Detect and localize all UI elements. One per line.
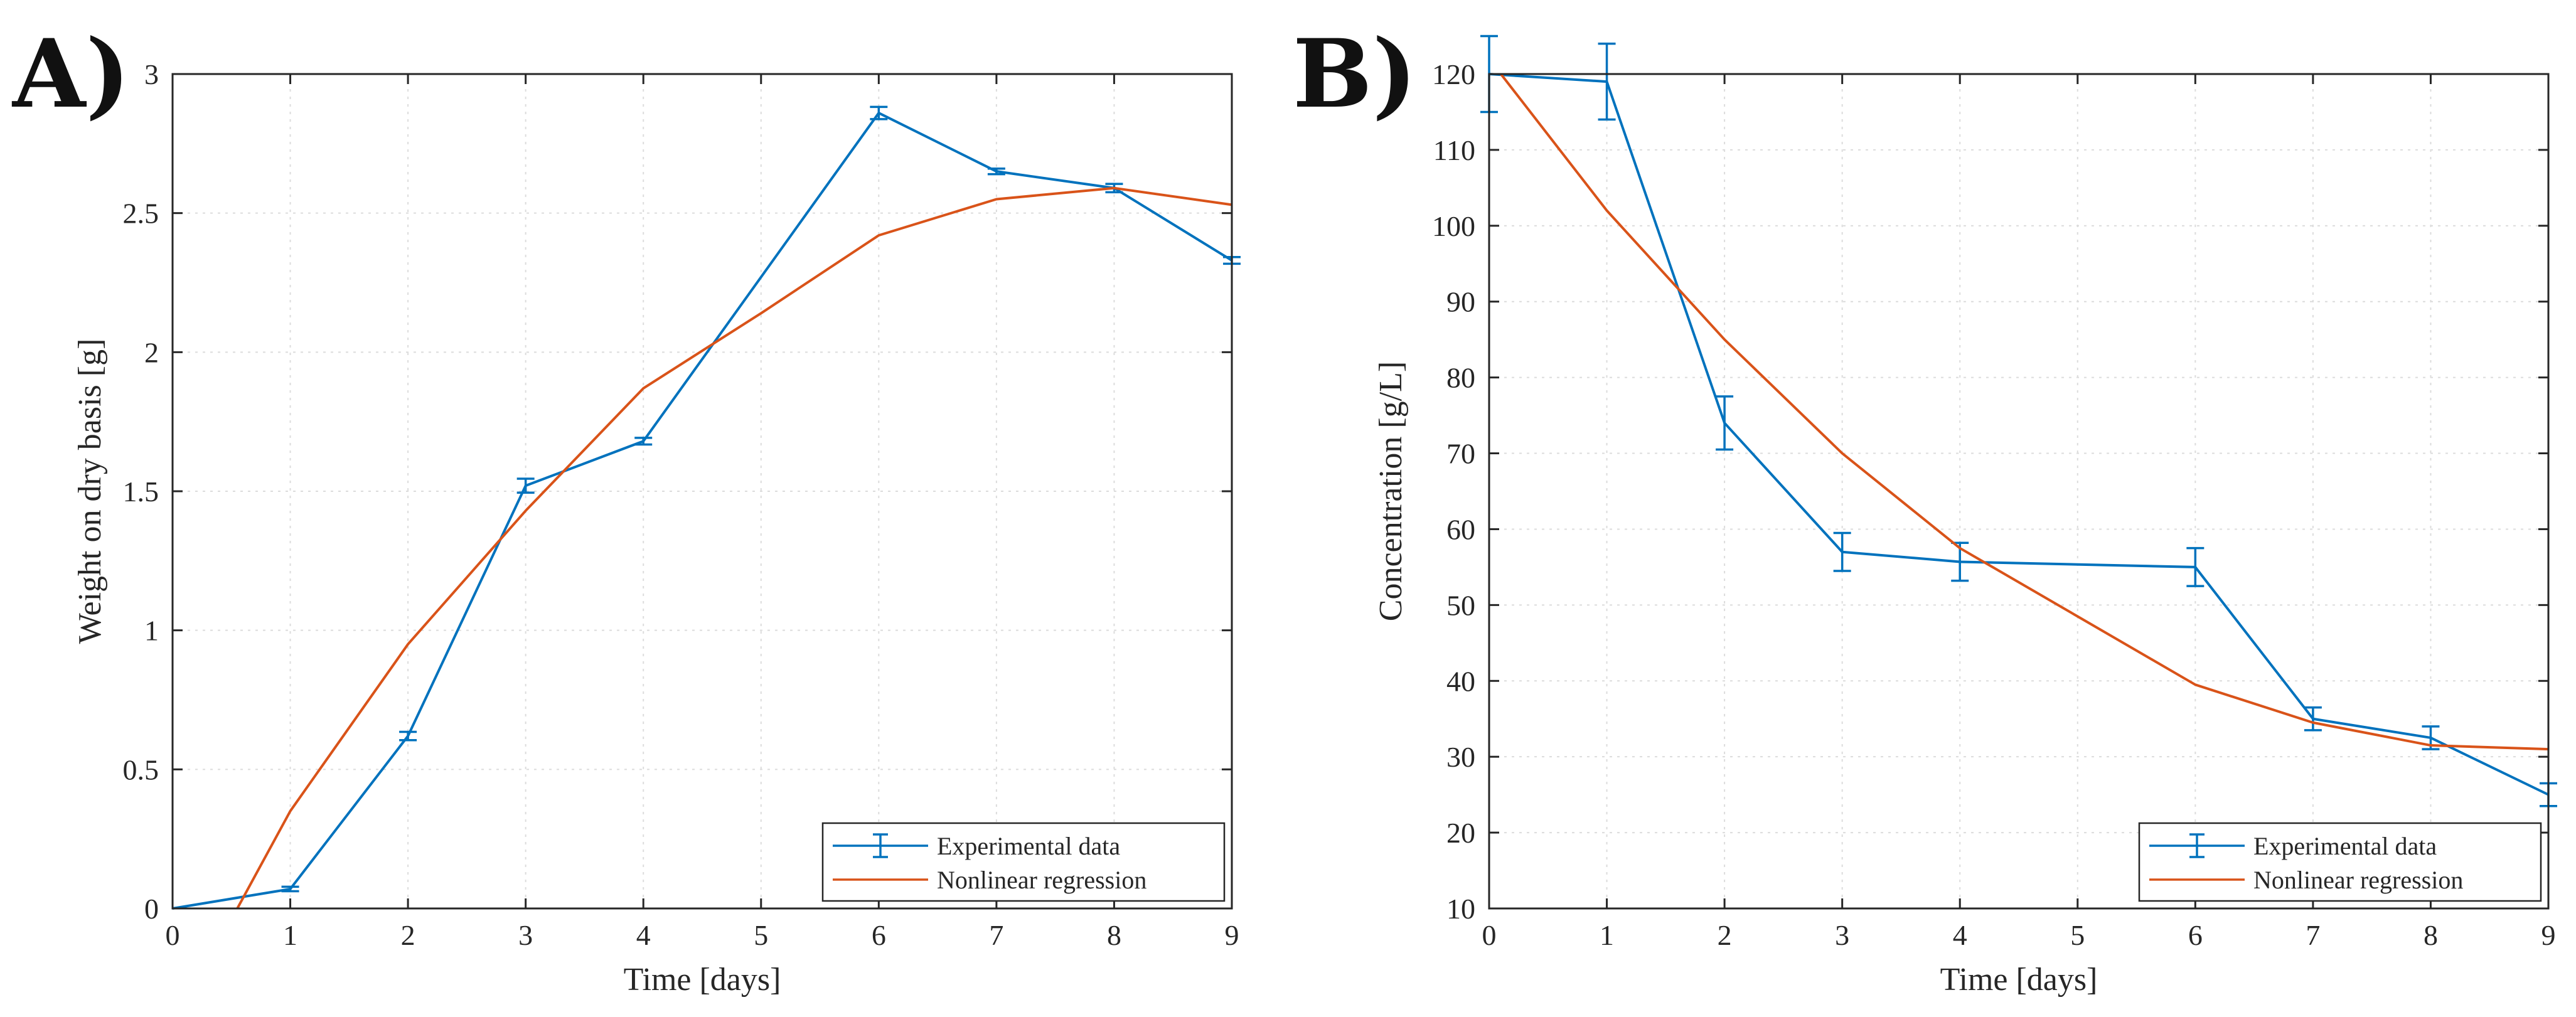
panel-a-x-tick-label-3: 3	[518, 919, 533, 951]
panel-b-x-tick-label-0: 0	[1482, 919, 1497, 951]
panel-b-y-tick-label-120: 120	[1432, 58, 1475, 90]
panel-a-y-tick-label-2-5: 2.5	[123, 198, 159, 230]
panel-b-legend-label-experimental: Experimental data	[2253, 832, 2437, 860]
panel-b-experimental-data-errorbar-6	[2186, 546, 2205, 587]
panel-a-x-tick-label-9: 9	[1225, 919, 1239, 951]
panel-b-y-tick-label-30: 30	[1446, 741, 1475, 773]
panel-a-x-tick-label-1: 1	[283, 919, 297, 951]
panel-b-experimental-data-errorbar-7	[2304, 706, 2322, 732]
panel-a-x-tick-label-5: 5	[754, 919, 768, 951]
panel-a-x-tick-label-6: 6	[872, 919, 886, 951]
panel-a-legend-label-regression: Nonlinear regression	[937, 866, 1146, 894]
panel-b-legend-box	[2138, 822, 2542, 902]
panel-a-experimental-data-errorbar-3	[516, 477, 535, 494]
panel-a-nonlinear-regression-series	[236, 186, 1232, 909]
panel-a-x-tick-label-2: 2	[401, 919, 415, 951]
panel-b-experimental-data-errorbar-3	[1833, 531, 1851, 572]
panel-b-y-tick-label-80: 80	[1446, 362, 1475, 394]
panel-b-legend-label-regression: Nonlinear regression	[2253, 866, 2463, 894]
panel-b-x-tick-label-3: 3	[1835, 919, 1849, 951]
panel-a-legend: Experimental data Nonlinear regression	[821, 822, 1226, 902]
panel-b-y-axis-label: Concentration [g/L]	[1373, 361, 1409, 621]
panel-b-letter: B)	[1293, 19, 1417, 129]
panel-a-experimental-data-series	[172, 105, 1241, 910]
panel-b-x-axis-label: Time [days]	[1940, 962, 2098, 998]
panel-a-letter: A)	[11, 19, 130, 129]
panel-b-nonlinear-regression-line	[1500, 73, 2549, 751]
panel-a-experimental-data-errorbar-6	[870, 105, 888, 120]
panel-a-x-tick-label-7: 7	[989, 919, 1003, 951]
panel-b-y-tick-labels: 10 20 30 40 50 60 70 80 90 100 110 120	[1432, 58, 1475, 925]
panel-b-y-tick-label-50: 50	[1446, 589, 1475, 621]
panel-b-nonlinear-regression-series	[1500, 73, 2549, 751]
panel-a-x-tick-labels: 0 1 2 3 4 5 6 7 8 9	[166, 919, 1239, 951]
panel-b-legend-symbol-experimental	[2149, 833, 2245, 858]
panel-a-y-tick-label-0-5: 0.5	[123, 753, 159, 785]
panel-b-y-tick-label-90: 90	[1446, 286, 1475, 318]
panel-b-experimental-data-errorbar-2	[1716, 395, 1734, 451]
panel-b-x-tick-labels: 0 1 2 3 4 5 6 7 8 9	[1482, 919, 2556, 951]
panel-a-y-tick-label-2: 2	[144, 336, 159, 368]
panel-a-x-tick-label-8: 8	[1107, 919, 1121, 951]
panel-a-y-tick-label-3: 3	[144, 58, 159, 90]
panel-b-x-tick-label-7: 7	[2306, 919, 2320, 951]
panel-a-legend-label-experimental: Experimental data	[937, 832, 1120, 860]
panel-a-y-tick-label-1: 1	[144, 615, 159, 647]
panel-b-x-tick-label-8: 8	[2424, 919, 2438, 951]
panel-b-y-tick-label-40: 40	[1446, 665, 1475, 697]
panel-b-x-tick-label-6: 6	[2188, 919, 2203, 951]
panel-a-series	[172, 105, 1241, 910]
panel-b-y-tick-label-110: 110	[1433, 134, 1475, 166]
panel-a-experimental-data-errorbar-4	[634, 437, 653, 446]
panel-b-grid	[1489, 74, 2548, 908]
panel-b-y-tick-label-70: 70	[1446, 438, 1475, 470]
panel-b-y-tick-label-10: 10	[1446, 893, 1475, 925]
panel-a-experimental-data-errorbar-2	[399, 730, 417, 742]
panel-a-experimental-data-errorbar-7	[987, 167, 1005, 176]
panel-b-x-tick-label-9: 9	[2541, 919, 2556, 951]
panel-b-experimental-data-errorbar-1	[1598, 42, 1616, 121]
panel-b-y-tick-label-100: 100	[1432, 210, 1475, 242]
panel-a-x-tick-label-4: 4	[636, 919, 651, 951]
panel-b-axis-box	[1488, 73, 2550, 910]
panel-b-x-tick-label-1: 1	[1600, 919, 1614, 951]
panel-a-x-tick-label-0: 0	[166, 919, 180, 951]
panel-a-y-tick-label-1-5: 1.5	[123, 476, 159, 508]
panel-a-experimental-data-errorbar-1	[281, 885, 299, 893]
panel-b-chart: B) 0 1 2 3 4 5 6 7 8 9 10 20 30 40 50 60 70 80 90 100 110 12…	[1293, 19, 2557, 998]
panel-b-legend: Experimental data Nonlinear regression	[2138, 822, 2542, 902]
panel-b-y-tick-label-20: 20	[1446, 817, 1475, 849]
panel-b-y-tick-label-60: 60	[1446, 513, 1475, 545]
panel-b-series	[1480, 35, 2557, 807]
panel-b-x-tick-label-5: 5	[2070, 919, 2085, 951]
panel-a-legend-box	[821, 822, 1226, 902]
panel-a-nonlinear-regression-line	[236, 186, 1232, 909]
panel-a-y-axis-label: Weight on dry basis [g]	[72, 339, 108, 644]
panel-a-y-tick-labels: 0 0.5 1 1.5 2 2.5 3	[123, 58, 159, 925]
panel-b-x-tick-label-4: 4	[1953, 919, 1967, 951]
panel-a-legend-symbol-experimental	[833, 833, 928, 858]
panel-a-axis-box	[171, 73, 1233, 910]
panel-a-y-tick-label-0: 0	[144, 893, 159, 925]
panel-b-x-tick-label-2: 2	[1718, 919, 1732, 951]
panel-a-x-axis-label: Time [days]	[624, 962, 781, 998]
